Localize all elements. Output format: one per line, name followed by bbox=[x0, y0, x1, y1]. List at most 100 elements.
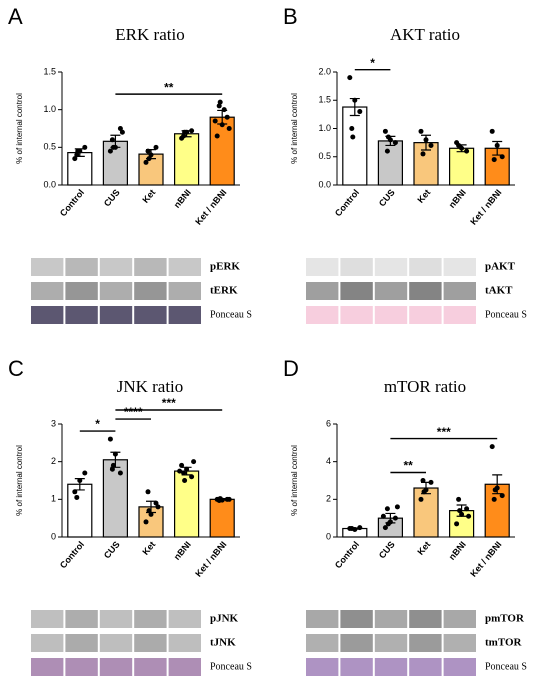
panel-letter: C bbox=[8, 356, 24, 381]
blot-label: Ponceau S bbox=[210, 309, 252, 320]
data-point bbox=[107, 436, 113, 442]
blot-lane bbox=[443, 282, 476, 300]
data-point bbox=[182, 478, 188, 483]
chart-title: mTOR ratio bbox=[384, 377, 466, 396]
data-point bbox=[74, 494, 80, 500]
data-point bbox=[109, 466, 115, 472]
blot-lane bbox=[409, 610, 442, 628]
panel: A ERK ratio % of internal control 0.0 0.5 1.0… bbox=[8, 4, 252, 324]
y-tick-label: 0 bbox=[51, 531, 56, 541]
data-point bbox=[428, 479, 434, 485]
panel-letter: A bbox=[8, 4, 23, 29]
data-point bbox=[72, 156, 78, 162]
blot-label: pERK bbox=[210, 261, 240, 273]
data-point bbox=[418, 496, 424, 502]
y-axis-label: % of internal control bbox=[290, 93, 299, 164]
blot-lane bbox=[99, 658, 133, 676]
blot-lane bbox=[168, 610, 201, 628]
blot-label: Ponceau S bbox=[210, 661, 252, 672]
data-point bbox=[107, 148, 113, 154]
chart-title: JNK ratio bbox=[117, 377, 184, 396]
data-point bbox=[110, 144, 116, 150]
blot-lane bbox=[409, 658, 442, 676]
data-point bbox=[219, 122, 225, 128]
data-point bbox=[221, 107, 227, 113]
x-tick-label: Ket bbox=[415, 187, 432, 205]
data-point bbox=[492, 487, 498, 493]
blot-lane bbox=[99, 306, 133, 324]
blot-lane bbox=[168, 634, 201, 652]
bar bbox=[102, 140, 129, 186]
data-point bbox=[499, 493, 505, 499]
data-point bbox=[224, 114, 230, 120]
x-tick-label: nBNI bbox=[172, 187, 193, 210]
y-tick-label: 0.5 bbox=[318, 151, 331, 161]
blot-lane bbox=[374, 610, 408, 628]
chart-title: AKT ratio bbox=[390, 25, 460, 44]
data-point bbox=[385, 521, 391, 527]
data-point bbox=[464, 148, 470, 154]
blot-lane bbox=[306, 610, 339, 628]
panel: B AKT ratio % of internal control 0.0 0.5 1.0… bbox=[283, 4, 527, 324]
blot-lane bbox=[65, 258, 98, 276]
blot-lane bbox=[340, 658, 373, 676]
data-point bbox=[82, 470, 88, 476]
x-tick-label: CUS bbox=[102, 539, 122, 560]
data-point bbox=[112, 451, 118, 457]
data-point bbox=[352, 97, 358, 103]
data-point bbox=[153, 144, 159, 150]
blot-lane bbox=[134, 282, 167, 300]
blot-lane bbox=[306, 258, 339, 276]
data-point bbox=[454, 521, 460, 527]
data-point bbox=[109, 137, 115, 143]
blot-lane bbox=[443, 658, 476, 676]
data-point bbox=[189, 474, 195, 480]
data-point bbox=[494, 142, 500, 148]
data-point bbox=[117, 126, 123, 131]
data-point bbox=[217, 496, 223, 502]
data-point bbox=[349, 126, 355, 131]
blot-lane bbox=[409, 634, 442, 652]
data-point bbox=[177, 468, 183, 474]
panel-letter: D bbox=[283, 356, 299, 381]
panel-letter: B bbox=[283, 4, 298, 29]
data-point bbox=[226, 126, 232, 131]
data-point bbox=[357, 109, 363, 115]
bar bbox=[413, 487, 439, 538]
y-tick-label: 2 bbox=[326, 494, 331, 504]
data-point bbox=[457, 508, 463, 514]
x-tick-label: nBNI bbox=[447, 187, 468, 210]
data-point bbox=[423, 137, 429, 143]
data-point bbox=[357, 525, 363, 531]
blot-lane bbox=[340, 258, 373, 276]
y-tick-label: 6 bbox=[326, 418, 331, 428]
data-point bbox=[72, 489, 78, 495]
blot-label: Ponceau S bbox=[485, 309, 527, 320]
data-point bbox=[189, 128, 195, 134]
data-point bbox=[214, 133, 220, 139]
blot-lane bbox=[65, 610, 98, 628]
blot-label: pJNK bbox=[210, 613, 239, 625]
data-point bbox=[75, 148, 81, 154]
blot-lane bbox=[31, 610, 64, 628]
blot-lane bbox=[31, 282, 64, 300]
data-point bbox=[347, 75, 353, 81]
blot-lane bbox=[340, 282, 373, 300]
data-point bbox=[217, 99, 223, 105]
blot-lane bbox=[99, 634, 133, 652]
y-tick-label: 3 bbox=[51, 418, 56, 428]
y-tick-label: 0.0 bbox=[318, 179, 331, 189]
data-point bbox=[184, 466, 190, 472]
blot-lane bbox=[99, 258, 133, 276]
data-point bbox=[384, 148, 390, 154]
blot-lane bbox=[340, 610, 373, 628]
y-tick-label: 1 bbox=[51, 494, 56, 504]
blot-lane bbox=[168, 282, 201, 300]
blot-label: tAKT bbox=[485, 285, 513, 297]
blot-lane bbox=[374, 658, 408, 676]
blot-lane bbox=[65, 658, 98, 676]
y-tick-label: 1.0 bbox=[43, 104, 56, 114]
blot-lane bbox=[134, 258, 167, 276]
bar bbox=[102, 459, 129, 538]
x-tick-label: Ket / nBNI bbox=[193, 187, 228, 226]
